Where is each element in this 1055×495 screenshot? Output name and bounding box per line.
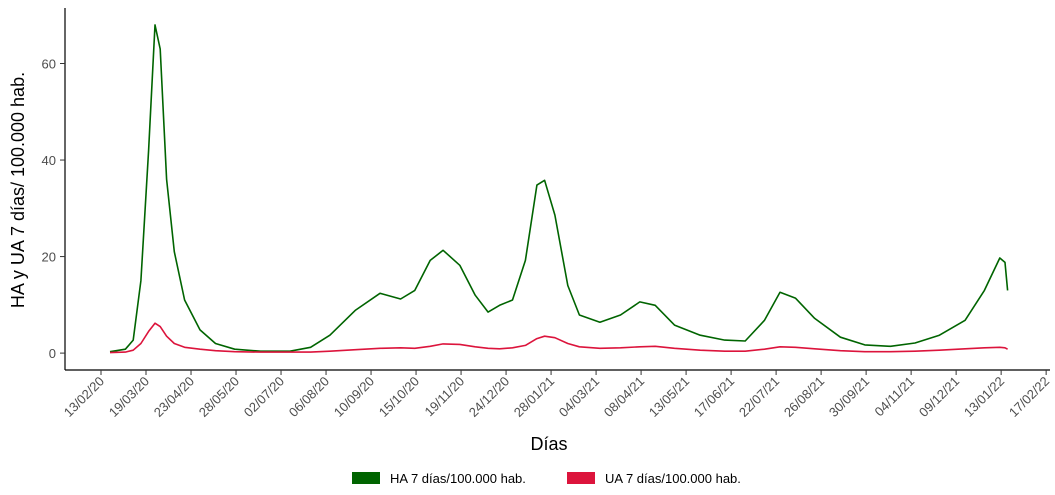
- x-tick-label: 23/04/20: [151, 374, 197, 420]
- x-tick-label: 17/06/21: [691, 374, 737, 420]
- y-tick-label: 60: [42, 57, 56, 72]
- line: [109, 24, 1009, 353]
- x-tick-label: 15/10/20: [376, 374, 422, 420]
- x-tick-label: 28/05/20: [196, 374, 242, 420]
- y-tick-label: 0: [49, 346, 56, 361]
- x-tick-label: 26/08/21: [781, 374, 827, 420]
- x-tick-label: 09/12/21: [916, 374, 962, 420]
- legend-swatch: [352, 472, 380, 484]
- x-tick-label: 04/11/21: [872, 374, 918, 420]
- x-tick-label: 22/07/21: [736, 374, 782, 420]
- x-tick-label: 04/03/21: [556, 374, 602, 420]
- y-tick-label: 20: [42, 250, 56, 265]
- y-tick-label: 40: [42, 153, 56, 168]
- x-tick-label: 19/03/20: [106, 374, 152, 420]
- x-tick-label: 24/12/20: [466, 374, 512, 420]
- x-tick-label: 28/01/21: [511, 374, 557, 420]
- x-tick-label: 02/07/20: [241, 374, 287, 420]
- legend-label: UA 7 días/100.000 hab.: [605, 471, 741, 486]
- x-tick-label: 17/02/22: [1006, 374, 1052, 420]
- x-tick-label: 06/08/20: [286, 374, 332, 420]
- legend-swatch: [567, 472, 595, 484]
- x-tick-label: 08/04/21: [601, 374, 647, 420]
- x-tick-label: 30/09/21: [826, 374, 872, 420]
- legend-label: HA 7 días/100.000 hab.: [390, 471, 526, 486]
- x-tick-label: 13/05/21: [646, 374, 692, 420]
- y-axis-title: HA y UA 7 días/ 100.000 hab.: [8, 72, 28, 308]
- x-tick-label: 10/09/20: [331, 374, 377, 420]
- x-tick-label: 13/01/22: [961, 374, 1007, 420]
- x-axis-title: Días: [530, 434, 567, 454]
- line: [109, 322, 1008, 354]
- x-tick-label: 13/02/20: [61, 374, 107, 420]
- x-tick-label: 19/11/20: [421, 374, 467, 420]
